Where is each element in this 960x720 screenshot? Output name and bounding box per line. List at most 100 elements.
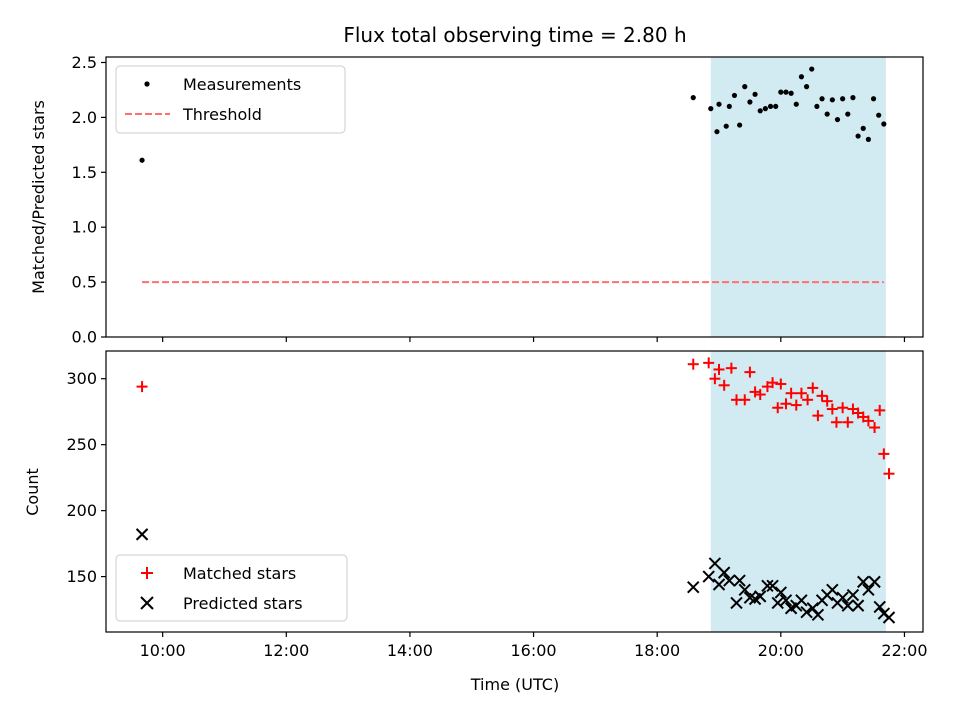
measurement-point-12 [757,108,763,114]
matched-star-point-17 [785,387,797,399]
legend-predicted-marker [140,596,154,610]
measurement-point-16 [778,89,784,95]
measurement-point-4 [716,101,722,107]
bottom-ytick-label-3: 300 [66,369,97,388]
predicted-star-point-30 [846,588,860,602]
matched-star-point-35 [878,448,890,460]
x-axis-label: Time (UTC) [470,675,559,694]
xtick-label-1: 12:00 [263,641,309,660]
measurement-point-3 [714,129,720,135]
measurement-point-30 [850,95,856,101]
measurement-point-15 [773,103,779,110]
predicted-star-point-17 [779,594,793,607]
matched-star-point-3 [709,373,721,385]
top-panel: 0.0 0.5 1.0 1.5 2.0 2.5 Matched/Predicted sta… [29,53,924,347]
xtick-label-2: 14:00 [387,641,433,660]
matched-star-point-26 [830,416,842,428]
measurement-points [139,66,887,163]
measurement-point-14 [767,103,774,110]
measurement-point-34 [870,96,877,102]
predicted-star-point-3 [708,557,722,570]
bottom-y-axis-label: Count [23,468,42,516]
measurement-point-18 [788,90,794,96]
top-ytick-label-2: 1.0 [72,218,97,237]
matched-star-point-23 [816,390,828,402]
matched-star-point-10 [749,386,761,398]
predicted-star-point-13 [761,579,774,593]
matched-star-point-25 [826,403,838,415]
matched-star-point-13 [767,377,779,389]
measurement-point-5 [723,123,729,129]
chart-title: Flux total observing time = 2.80 h [343,23,686,47]
matched-star-point-4 [713,363,725,375]
measurement-point-0 [139,157,145,163]
matched-star-point-33 [869,422,881,434]
legend-matched-marker [141,567,153,579]
predicted-star-point-8 [733,574,746,587]
measurement-point-35 [876,112,882,118]
predicted-star-point-5 [717,566,731,579]
matched-star-point-5 [718,379,730,391]
top-ytick-label-0: 0.0 [72,328,97,347]
predicted-star-point-29 [841,599,854,612]
bottom-y-ticks: 150 200 250 300 [66,369,106,586]
xtick-label-0: 10:00 [140,641,186,660]
matched-star-point-36 [883,468,895,480]
predicted-star-point-28 [836,591,849,604]
bottom-legend-box [115,554,348,622]
bottom-ytick-label-1: 200 [66,501,97,520]
predicted-star-point-12 [754,590,767,603]
top-shaded-span [710,57,886,337]
predicted-star-point-23 [811,608,825,622]
legend-predicted-label: Predicted stars [183,594,303,613]
legend-measurements-marker [144,81,150,87]
legend-threshold-label: Threshold [182,105,262,124]
predicted-star-point-34 [868,575,881,589]
bottom-ytick-label-0: 150 [66,567,97,586]
top-legend: Measurements Threshold [115,65,346,134]
matched-star-point-22 [812,410,824,422]
measurement-point-1 [690,95,696,101]
measurement-point-6 [726,103,732,110]
predicted-star-point-0 [135,528,149,541]
measurement-point-9 [742,84,748,90]
matched-star-point-27 [837,402,849,414]
matched-star-point-6 [725,362,737,374]
measurement-point-31 [855,133,861,139]
matched-star-point-20 [802,394,814,406]
top-legend-box [115,65,346,134]
matched-star-point-9 [744,366,756,378]
matched-star-point-32 [862,415,874,427]
measurement-point-36 [881,121,887,127]
top-y-axis-label: Matched/Predicted stars [29,100,48,294]
bottom-ytick-label-2: 250 [66,435,97,454]
xtick-label-3: 16:00 [511,641,557,660]
measurement-point-25 [824,111,830,117]
measurement-point-10 [747,99,753,105]
measurement-point-13 [762,106,768,112]
top-y-ticks: 0.0 0.5 1.0 1.5 2.0 2.5 [72,53,106,347]
measurement-point-23 [814,103,820,110]
matched-star-point-21 [807,382,819,394]
predicted-star-point-26 [826,583,839,596]
xtick-label-4: 18:00 [634,641,680,660]
bottom-x-ticks: 10:00 12:00 14:00 16:00 18:00 20:00 22:00 [140,632,928,660]
predicted-star-point-37 [882,611,896,624]
top-x-ticks [162,337,906,342]
measurement-point-20 [798,74,805,80]
measurement-point-8 [737,122,743,128]
matched-stars-points [136,357,895,480]
top-ytick-label-4: 2.0 [72,108,97,127]
predicted-stars-points [135,528,896,624]
bottom-panel: 150 200 250 300 10:00 12:00 14:00 16:00 18:00 20… [23,350,928,694]
predicted-star-point-16 [774,586,788,599]
matched-star-point-15 [775,378,787,390]
predicted-star-point-20 [795,594,808,607]
measurement-point-2 [708,106,714,112]
matched-star-point-8 [739,394,751,406]
predicted-star-point-15 [771,596,784,610]
predicted-star-point-4 [712,578,726,591]
predicted-star-point-31 [851,599,865,612]
predicted-star-point-21 [800,606,813,619]
